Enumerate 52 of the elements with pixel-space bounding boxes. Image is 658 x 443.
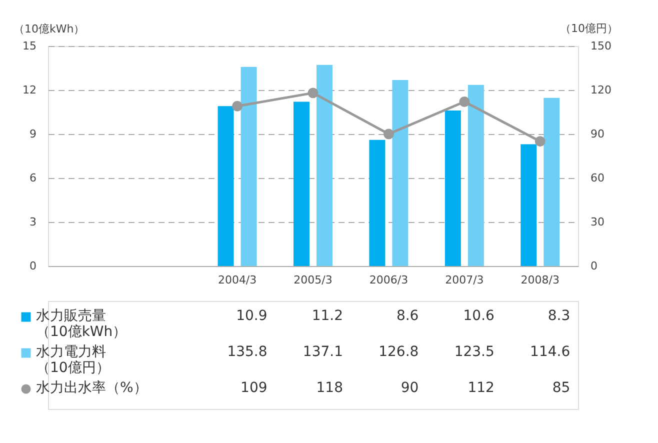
y2-tick-label: 150 <box>590 40 612 52</box>
data-label: 137.1 <box>302 344 343 360</box>
x-tick-label: 2005/3 <box>294 274 332 286</box>
y2-tick-label: 30 <box>590 216 604 228</box>
y2-tick-label: 90 <box>590 128 604 140</box>
data-label: 8.6 <box>396 308 419 324</box>
bar <box>218 106 234 266</box>
data-label: 8.3 <box>548 308 570 324</box>
bar <box>369 140 386 266</box>
data-label: 135.8 <box>227 344 268 360</box>
legend-label: 水力販売量（10億kWh） <box>36 308 127 340</box>
point <box>534 136 546 147</box>
bar <box>392 80 408 266</box>
bar <box>444 110 461 266</box>
y-tick-label: 15 <box>22 40 36 52</box>
legend-label: 水力出水率（%） <box>36 380 148 396</box>
y-tick-label: 12 <box>22 84 36 96</box>
x-tick-label: 2004/3 <box>218 274 257 286</box>
data-label: 126.8 <box>378 344 419 360</box>
point <box>308 88 318 98</box>
data-label: 85 <box>552 380 570 396</box>
data-label: 123.5 <box>454 344 494 360</box>
y-tick-label: 3 <box>30 216 36 228</box>
bar <box>520 144 537 266</box>
data-label: 90 <box>400 380 419 396</box>
bar <box>544 98 560 266</box>
point <box>459 96 470 107</box>
data-label: 118 <box>316 380 343 396</box>
bar <box>468 84 484 266</box>
y2-axis-title: （10億円） <box>560 22 618 35</box>
y2-tick-label: 120 <box>590 84 612 96</box>
data-label: 11.2 <box>312 308 343 324</box>
data-label: 10.6 <box>463 308 495 324</box>
bar <box>240 66 257 266</box>
point <box>232 100 243 112</box>
legend-label: 水力電力料（10億円） <box>36 344 110 376</box>
data-label: 112 <box>468 380 494 396</box>
x-tick-label: 2007/3 <box>445 274 484 286</box>
data-label: 114.6 <box>530 344 570 360</box>
bar <box>316 64 332 266</box>
bar <box>294 102 310 266</box>
y-tick-label: 9 <box>30 128 36 140</box>
x-tick-label: 2008/3 <box>520 274 560 286</box>
y2-tick-label: 60 <box>590 172 604 184</box>
y-axis-title: （10億kWh） <box>14 22 85 36</box>
x-tick-label: 2006/3 <box>369 274 408 286</box>
y2-tick-label: 0 <box>590 260 598 272</box>
data-label: 10.9 <box>236 308 268 324</box>
point <box>383 128 394 140</box>
data-label: 109 <box>240 380 268 396</box>
y-tick-label: 6 <box>30 172 36 184</box>
y-tick-label: 0 <box>30 260 36 272</box>
